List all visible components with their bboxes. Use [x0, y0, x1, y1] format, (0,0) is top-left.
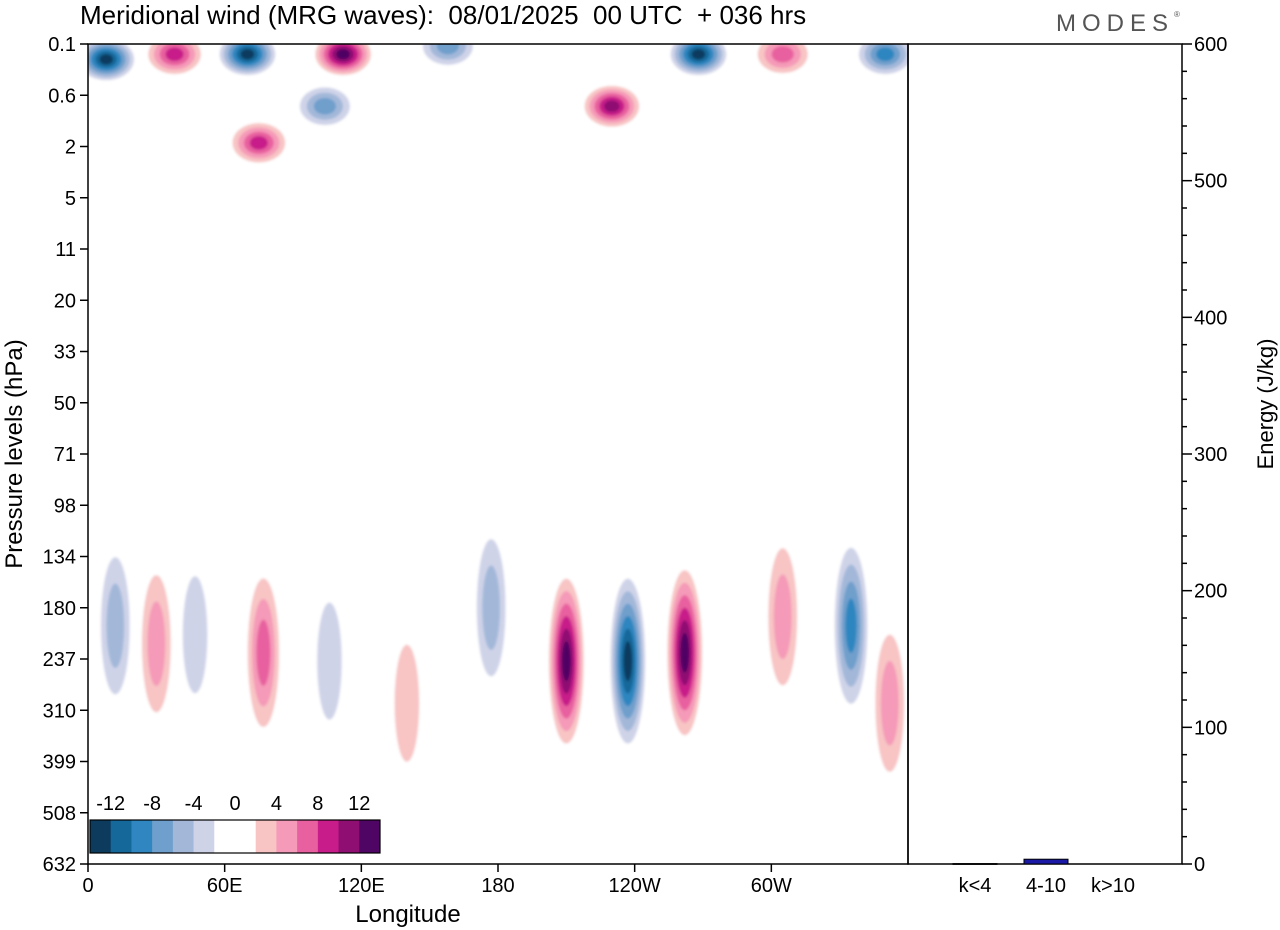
- y-tick-label: 632: [43, 854, 76, 876]
- colorbar: -12 -8 -4 0 4 8 12: [89, 793, 381, 854]
- energy-tick-label: 600: [1194, 34, 1227, 56]
- y-tick-label: 0.1: [48, 34, 76, 56]
- energy-category-label: 4-10: [1026, 875, 1066, 897]
- y-tick-label: 33: [54, 342, 76, 364]
- y-tick-label: 11: [55, 239, 76, 261]
- heatmap-feature: [95, 530, 136, 721]
- energy-tick-label: 100: [1194, 717, 1227, 739]
- colorbar-label: 12: [348, 793, 370, 815]
- y-tick-label: 399: [43, 752, 76, 774]
- y-tick-label: 134: [43, 547, 76, 569]
- colorbar-swatch: [297, 820, 319, 853]
- colorbar-swatch: [317, 820, 340, 853]
- brand-text: MODES: [1056, 10, 1175, 37]
- x-tick-label: 0: [82, 875, 93, 897]
- y-tick-label: 71: [54, 444, 76, 466]
- y-tick-label: 2: [65, 137, 76, 159]
- x-tick-label: 60E: [207, 875, 243, 897]
- heatmap-feature: [386, 608, 427, 799]
- x-tick-label: 180: [481, 875, 514, 897]
- colorbar-swatch: [235, 820, 257, 853]
- heatmap-feature: [88, 44, 139, 84]
- x-axis-label: Longitude: [355, 901, 460, 928]
- heatmap-feature: [471, 512, 512, 703]
- colorbar-label: 4: [271, 793, 282, 815]
- heatmap-feature: [607, 566, 648, 757]
- heatmap-feature: [762, 521, 803, 712]
- heatmap-feature: [136, 548, 177, 739]
- energy-category-label: k<4: [959, 875, 992, 897]
- colorbar-label: 8: [312, 793, 323, 815]
- energy-tick-label: 200: [1194, 581, 1227, 603]
- colorbar-swatch: [359, 820, 381, 853]
- y-tick-label: 310: [43, 700, 76, 722]
- x-tick-label: 60W: [751, 875, 792, 897]
- y-tick-label: 20: [54, 290, 76, 312]
- heatmap-feature: [311, 44, 376, 79]
- heatmap-feature: [309, 566, 350, 757]
- brand-logo: MODES®: [1056, 10, 1180, 38]
- energy-tick-label: 500: [1194, 171, 1227, 193]
- heatmap-axes: 0.1 0.6 2 5 11 20 33 50 71 98 134 180 237 310 399 508 63…: [1, 34, 792, 928]
- heatmap-feature: [666, 44, 731, 79]
- colorbar-label: 0: [229, 793, 240, 815]
- colorbar-swatch: [90, 820, 112, 853]
- chart-title: Meridional wind (MRG waves): 08/01/2025 …: [80, 0, 807, 30]
- heatmap-field: [88, 44, 908, 799]
- energy-tick-label: 400: [1194, 307, 1227, 329]
- colorbar-frame: [89, 819, 381, 854]
- energy-tick-label: 300: [1194, 444, 1227, 466]
- y-tick-label: 0.6: [48, 85, 76, 107]
- heatmap-feature: [175, 539, 216, 730]
- heatmap-feature: [853, 44, 908, 79]
- y-tick-label: 508: [43, 803, 76, 825]
- y-tick-label: 180: [43, 598, 76, 620]
- heatmap-feature: [415, 44, 480, 71]
- heatmap-feature: [142, 44, 207, 79]
- colorbar-swatch: [131, 820, 153, 853]
- y-tick-label: 98: [54, 495, 76, 517]
- heatmap-feature: [869, 608, 908, 799]
- heatmap-feature: [292, 82, 357, 131]
- colorbar-label: -8: [143, 793, 161, 815]
- energy-frame: [907, 43, 1183, 865]
- heatmap-feature: [226, 118, 291, 167]
- colorbar-label: -4: [185, 793, 203, 815]
- energy-bar: [1023, 858, 1069, 865]
- heatmap-frame: [87, 43, 909, 865]
- heatmap-feature: [215, 44, 280, 79]
- y-axis-label: Pressure levels (hPa): [1, 339, 28, 568]
- colorbar-swatch: [255, 820, 277, 853]
- colorbar-swatch: [172, 820, 195, 853]
- energy-tick-label: 0: [1194, 854, 1205, 876]
- energy-bar: [952, 863, 998, 865]
- colorbar-swatch: [193, 820, 215, 853]
- x-tick-label: 120E: [338, 875, 385, 897]
- heatmap-feature: [546, 566, 587, 757]
- heatmap-feature: [831, 530, 872, 721]
- colorbar-swatch: [338, 820, 360, 853]
- energy-bars: [952, 858, 1069, 865]
- energy-category-label: k>10: [1091, 875, 1135, 897]
- y-tick-label: 237: [43, 649, 76, 671]
- colorbar-swatch: [152, 820, 174, 853]
- heatmap-feature: [579, 82, 644, 131]
- y-tick-label: 5: [65, 188, 76, 210]
- colorbar-label: -12: [96, 793, 125, 815]
- heatmap-feature: [664, 557, 705, 748]
- colorbar-swatch: [276, 820, 298, 853]
- heatmap-feature: [750, 44, 815, 79]
- energy-axis-label: Energy (J/kg): [1253, 339, 1278, 470]
- y-tick-label: 50: [54, 393, 76, 415]
- heatmap-feature: [243, 557, 284, 748]
- x-tick-label: 120W: [609, 875, 661, 897]
- energy-axes: 0 100 200 300 400 500 600 Energy (J/kg) k<4 4-10 k…: [959, 34, 1278, 897]
- colorbar-swatch: [214, 820, 236, 853]
- colorbar-swatch: [110, 820, 132, 853]
- brand-mark: ®: [1174, 10, 1180, 19]
